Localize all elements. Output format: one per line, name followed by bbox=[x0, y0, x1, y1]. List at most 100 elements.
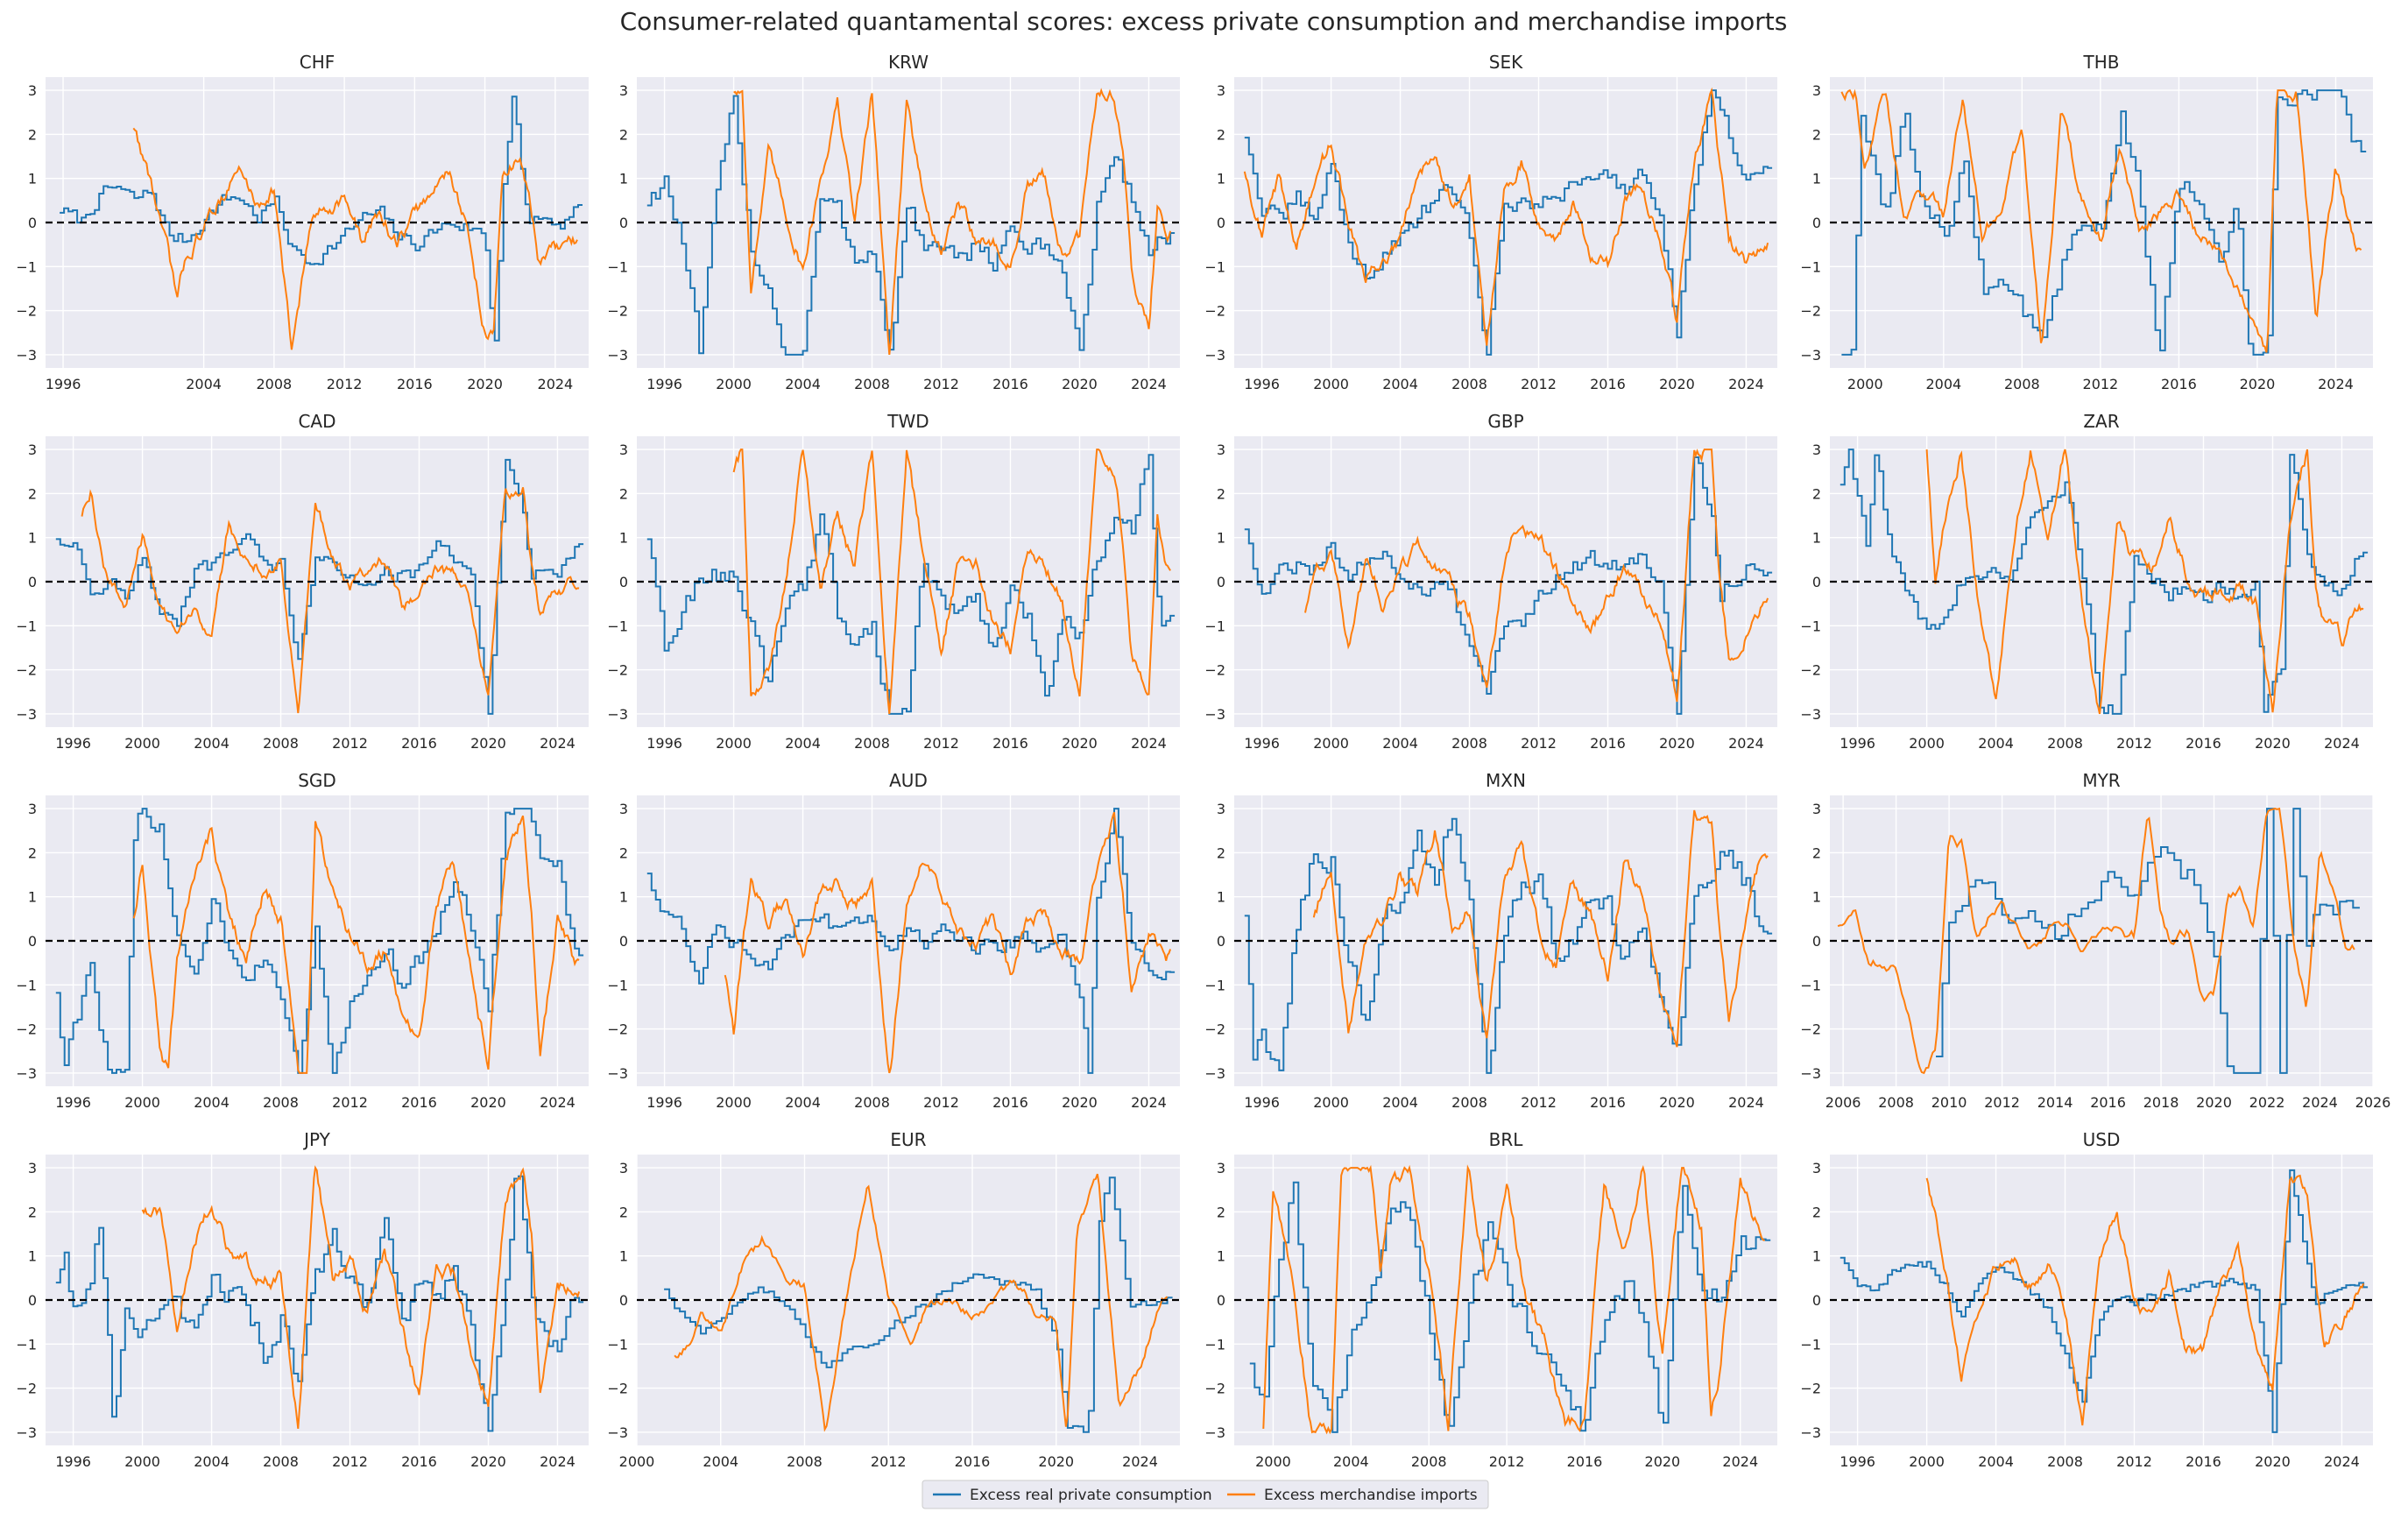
panel-mxn-xtick-label: 2020 bbox=[1659, 1094, 1695, 1111]
panel-eur-ytick-label: −2 bbox=[607, 1381, 628, 1397]
panel-thb-xtick-label: 2020 bbox=[2240, 376, 2276, 392]
panel-thb-series-imports-line bbox=[1840, 88, 2362, 353]
panel-zar-ytick-label: 1 bbox=[1812, 530, 1821, 547]
panel-gbp-ytick-label: 0 bbox=[1217, 574, 1225, 590]
panel-jpy-xtick-label: 2024 bbox=[540, 1453, 576, 1470]
panel-aud: −3 −2 −1 0 1 2 3 1996 2000 2004 2008 2012 2016 2020 20… bbox=[607, 770, 1180, 1111]
panel-brl-xtick-label: 2020 bbox=[1645, 1453, 1681, 1470]
panel-cad-xtick-label: 2016 bbox=[401, 735, 437, 752]
panel-gbp-ytick-label: 3 bbox=[1217, 442, 1225, 458]
panel-zar-xtick-label: 2024 bbox=[2324, 735, 2360, 752]
panel-mxn-xtick-label: 2000 bbox=[1313, 1094, 1349, 1111]
panel-gbp-title: GBP bbox=[1487, 411, 1523, 432]
panel-aud-ytick-label: 2 bbox=[619, 844, 628, 861]
panel-sgd-ytick-label: 2 bbox=[28, 844, 37, 861]
panel-usd-ytick-label: 2 bbox=[1812, 1204, 1821, 1220]
panel-aud-xtick-label: 2012 bbox=[923, 1094, 959, 1111]
panel-jpy-xtick-label: 2008 bbox=[263, 1453, 299, 1470]
chart-legend: Excess real private consumption Excess m… bbox=[922, 1480, 1489, 1509]
panel-krw-ytick-label: 0 bbox=[619, 215, 628, 231]
panel-sek-xtick-label: 2012 bbox=[1521, 376, 1557, 392]
panel-cad-xtick-label: 1996 bbox=[55, 735, 91, 752]
panel-gbp-ytick-label: 1 bbox=[1217, 530, 1225, 547]
panel-zar-xtick-label: 2008 bbox=[2047, 735, 2083, 752]
panel-krw-ytick-label: −2 bbox=[607, 303, 628, 320]
panel-eur-series-imports-line bbox=[674, 1173, 1169, 1432]
panel-chf-title: CHF bbox=[300, 52, 335, 73]
panel-sek-ytick-label: 3 bbox=[1217, 82, 1225, 99]
panel-sek-xtick-label: 2000 bbox=[1313, 376, 1349, 392]
panel-eur-xtick-label: 2008 bbox=[787, 1453, 823, 1470]
panel-krw-ytick-label: −1 bbox=[607, 258, 628, 275]
panel-thb: −3 −2 −1 0 1 2 3 2000 2004 2008 2012 2016 2020 2024 TH… bbox=[1800, 52, 2373, 392]
panel-jpy-xtick-label: 1996 bbox=[55, 1453, 91, 1470]
panel-krw-xtick-label: 2008 bbox=[854, 376, 890, 392]
panel-twd-xtick-label: 2000 bbox=[716, 735, 752, 752]
panel-sek-xtick-label: 2004 bbox=[1382, 376, 1418, 392]
panel-usd-ytick-label: −1 bbox=[1800, 1336, 1821, 1353]
panel-thb-xtick-label: 2012 bbox=[2083, 376, 2119, 392]
panel-brl-xtick-label: 2000 bbox=[1255, 1453, 1291, 1470]
panel-sek-ytick-label: −2 bbox=[1204, 303, 1225, 320]
panel-myr-ytick-label: −1 bbox=[1800, 977, 1821, 993]
figure-title: Consumer-related quantamental scores: ex… bbox=[620, 7, 1788, 36]
panel-thb-ytick-label: 1 bbox=[1812, 171, 1821, 187]
panel-krw-ytick-label: 1 bbox=[619, 171, 628, 187]
panel-brl-ytick-label: −1 bbox=[1204, 1336, 1225, 1353]
panel-cad-ytick-label: −1 bbox=[16, 618, 37, 634]
panel-sgd-series-consumption-line bbox=[55, 808, 584, 1074]
panel-mxn-ytick-label: −3 bbox=[1204, 1065, 1225, 1082]
panel-aud-ytick-label: −3 bbox=[607, 1065, 628, 1082]
panel-cad-ytick-label: −3 bbox=[16, 706, 37, 723]
panel-myr-xtick-label: 2008 bbox=[1878, 1094, 1914, 1111]
panel-zar-xtick-label: 1996 bbox=[1840, 735, 1875, 752]
panel-gbp: −3 −2 −1 0 1 2 3 1996 2000 2004 2008 2012 2016 2020 20… bbox=[1204, 411, 1777, 752]
panel-chf-ytick-label: 2 bbox=[28, 126, 37, 143]
panel-chf: −3 −2 −1 0 1 2 3 1996 2004 2008 2012 2016 2020 2024 CH… bbox=[16, 52, 589, 392]
panel-twd-ytick-label: 1 bbox=[619, 530, 628, 547]
panel-twd-title: TWD bbox=[886, 411, 929, 432]
panel-aud-series-imports-line bbox=[724, 811, 1172, 1074]
panel-sgd-series-imports-line bbox=[132, 815, 580, 1074]
panel-thb-ytick-label: −2 bbox=[1800, 303, 1821, 320]
panel-krw-xtick-label: 2004 bbox=[785, 376, 821, 392]
panel-mxn-ytick-label: 3 bbox=[1217, 801, 1225, 817]
panel-sek-xtick-label: 1996 bbox=[1244, 376, 1280, 392]
panel-eur-series-consumption-line bbox=[664, 1176, 1173, 1433]
panel-zar-ytick-label: 2 bbox=[1812, 485, 1821, 502]
panel-eur-ytick-label: −3 bbox=[607, 1424, 628, 1441]
panel-usd-ytick-label: 3 bbox=[1812, 1160, 1821, 1176]
panel-sgd-xtick-label: 2004 bbox=[194, 1094, 230, 1111]
panel-myr-xtick-label: 2012 bbox=[1984, 1094, 2020, 1111]
panel-sgd-ytick-label: −1 bbox=[16, 977, 37, 993]
panel-sgd-ytick-label: 3 bbox=[28, 801, 37, 817]
panel-usd-xtick-label: 1996 bbox=[1840, 1453, 1875, 1470]
panel-mxn-xtick-label: 2008 bbox=[1451, 1094, 1487, 1111]
panel-sek-xtick-label: 2016 bbox=[1590, 376, 1626, 392]
panel-aud-series-consumption-line bbox=[646, 808, 1176, 1074]
panel-sek-title: SEK bbox=[1489, 52, 1523, 73]
panel-mxn-xtick-label: 1996 bbox=[1244, 1094, 1280, 1111]
panel-usd-title: USD bbox=[2083, 1129, 2121, 1150]
panel-brl-xtick-label: 2016 bbox=[1567, 1453, 1603, 1470]
panel-cad-ytick-label: 1 bbox=[28, 530, 37, 547]
panel-cad-xtick-label: 2020 bbox=[470, 735, 506, 752]
panel-aud-xtick-label: 1996 bbox=[646, 1094, 682, 1111]
panel-twd-series-consumption-line bbox=[646, 454, 1176, 715]
panel-brl-ytick-label: 3 bbox=[1217, 1160, 1225, 1176]
panel-cad-ytick-label: −2 bbox=[16, 662, 37, 679]
panel-gbp-xtick-label: 2016 bbox=[1590, 735, 1626, 752]
panel-mxn-ytick-label: −1 bbox=[1204, 977, 1225, 993]
panel-sek-ytick-label: 1 bbox=[1217, 171, 1225, 187]
panel-jpy-ytick-label: −3 bbox=[16, 1424, 37, 1441]
panel-sek-xtick-label: 2008 bbox=[1451, 376, 1487, 392]
panel-eur-ytick-label: 1 bbox=[619, 1248, 628, 1265]
panel-krw: −3 −2 −1 0 1 2 3 1996 2000 2004 2008 2012 2016 2020 20… bbox=[607, 52, 1180, 392]
panel-jpy-xtick-label: 2000 bbox=[124, 1453, 160, 1470]
panel-aud-xtick-label: 2016 bbox=[992, 1094, 1028, 1111]
panel-krw-ytick-label: 3 bbox=[619, 82, 628, 99]
panel-mxn-xtick-label: 2024 bbox=[1728, 1094, 1764, 1111]
panel-mxn-ytick-label: −2 bbox=[1204, 1021, 1225, 1038]
